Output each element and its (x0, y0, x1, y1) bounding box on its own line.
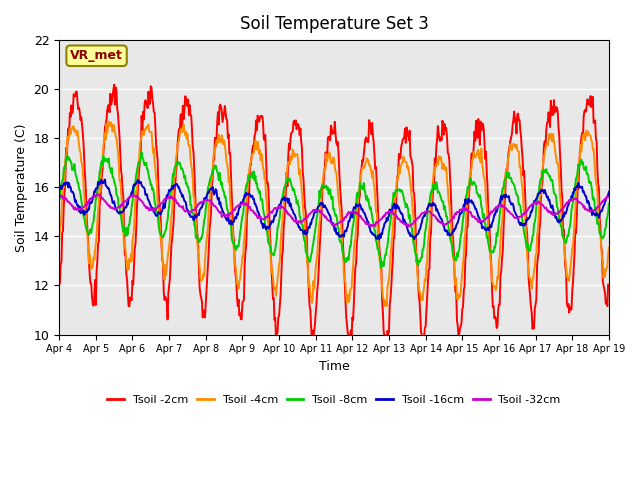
Tsoil -8cm (326, 186, 334, 192)
Tsoil -2cm (110, 82, 118, 88)
Tsoil -4cm (381, 303, 389, 309)
Tsoil -4cm (435, 154, 442, 159)
Line: Tsoil -4cm: Tsoil -4cm (59, 121, 609, 306)
Tsoil -8cm (177, 163, 184, 169)
Tsoil -16cm (101, 177, 109, 182)
Line: Tsoil -16cm: Tsoil -16cm (59, 180, 609, 240)
Tsoil -8cm (200, 217, 208, 223)
Tsoil -16cm (326, 213, 334, 219)
Tsoil -32cm (367, 224, 374, 229)
Tsoil -32cm (435, 217, 442, 223)
Text: VR_met: VR_met (70, 49, 123, 62)
Line: Tsoil -8cm: Tsoil -8cm (59, 152, 609, 268)
Tsoil -2cm (380, 328, 387, 334)
Tsoil -32cm (556, 208, 564, 214)
Line: Tsoil -32cm: Tsoil -32cm (59, 194, 609, 227)
Tsoil -32cm (326, 219, 334, 225)
Line: Tsoil -2cm: Tsoil -2cm (59, 85, 609, 346)
Tsoil -16cm (435, 210, 442, 216)
Tsoil -8cm (605, 201, 612, 206)
Tsoil -32cm (200, 199, 208, 204)
Tsoil -16cm (200, 195, 208, 201)
Tsoil -8cm (556, 218, 564, 224)
Tsoil -4cm (605, 245, 612, 251)
Tsoil -32cm (381, 212, 388, 218)
Tsoil -2cm (556, 151, 564, 156)
Tsoil -8cm (435, 189, 442, 195)
Tsoil -16cm (177, 190, 184, 195)
Tsoil -2cm (605, 282, 612, 288)
Tsoil -16cm (605, 189, 612, 195)
Tsoil -4cm (326, 155, 334, 160)
Tsoil -32cm (177, 204, 184, 209)
Tsoil -16cm (55, 186, 63, 192)
Tsoil -2cm (382, 343, 390, 348)
Tsoil -4cm (105, 119, 113, 124)
Tsoil -32cm (93, 191, 101, 197)
Tsoil -16cm (556, 217, 564, 223)
Tsoil -8cm (55, 196, 63, 202)
Tsoil -8cm (381, 257, 388, 263)
Tsoil -16cm (381, 221, 388, 227)
Tsoil -2cm (55, 283, 63, 288)
Tsoil -4cm (380, 298, 387, 303)
Tsoil -32cm (605, 194, 612, 200)
Y-axis label: Soil Temperature (C): Soil Temperature (C) (15, 123, 28, 252)
X-axis label: Time: Time (319, 360, 349, 373)
Tsoil -2cm (200, 309, 208, 315)
Tsoil -4cm (200, 273, 208, 279)
Tsoil -32cm (55, 193, 63, 199)
Tsoil -8cm (138, 149, 145, 155)
Tsoil -2cm (435, 130, 442, 136)
Tsoil -4cm (177, 128, 184, 133)
Tsoil -16cm (375, 237, 383, 242)
Tsoil -2cm (177, 112, 184, 118)
Tsoil -2cm (326, 137, 334, 143)
Tsoil -4cm (55, 240, 63, 245)
Legend: Tsoil -2cm, Tsoil -4cm, Tsoil -8cm, Tsoil -16cm, Tsoil -32cm: Tsoil -2cm, Tsoil -4cm, Tsoil -8cm, Tsoi… (103, 390, 565, 409)
Tsoil -8cm (378, 265, 385, 271)
Tsoil -4cm (556, 192, 564, 198)
Title: Soil Temperature Set 3: Soil Temperature Set 3 (239, 15, 428, 33)
